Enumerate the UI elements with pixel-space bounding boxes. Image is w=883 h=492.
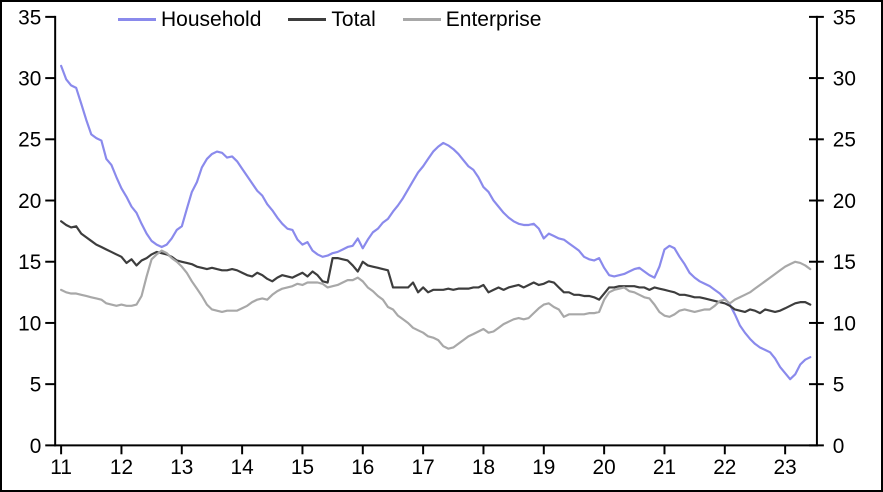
y-axis-right-tick-label: 10 [833, 312, 856, 335]
enterprise-line-swatch-icon [402, 18, 441, 21]
series-lines [60, 64, 812, 381]
series-line-total [60, 220, 812, 315]
x-axis-tick-label: 20 [593, 456, 616, 479]
y-axis-right-tick-label: 25 [833, 129, 856, 152]
legend-item-total: Total [288, 8, 376, 31]
x-axis-tick-label: 17 [412, 456, 435, 479]
x-axis-tick-label: 22 [713, 456, 736, 479]
chart-legend: Household Total Enterprise [118, 9, 541, 30]
y-axis-left-tick-label: 5 [30, 374, 42, 397]
y-axis-right-tick-label: 15 [833, 251, 856, 274]
x-axis-tick-label: 16 [351, 456, 374, 479]
household-line-swatch-icon [118, 18, 156, 21]
series-line-enterprise [60, 249, 812, 350]
axis-tick-labels: 0 0 5 5 10 10 15 15 20 20 25 25 30 30 35 35 11 12 13 14 15 16… [18, 6, 856, 479]
legend-item-enterprise: Enterprise [402, 8, 542, 31]
y-axis-left-tick-label: 15 [18, 251, 41, 274]
y-axis-left-tick-label: 30 [18, 68, 41, 91]
x-axis-tick-label: 23 [774, 456, 797, 479]
series-line-household [60, 64, 812, 381]
legend-label-enterprise: Enterprise [445, 8, 542, 31]
x-axis-tick-label: 12 [110, 456, 133, 479]
x-axis-tick-label: 21 [653, 456, 676, 479]
y-axis-right-tick-label: 5 [833, 374, 845, 397]
x-axis-tick-label: 14 [231, 456, 254, 479]
legend-label-total: Total [331, 8, 376, 31]
x-axis-tick-label: 18 [472, 456, 495, 479]
legend-label-household: Household [161, 8, 262, 31]
y-axis-left-tick-label: 35 [18, 6, 41, 29]
axis-ticks [45, 15, 824, 455]
x-axis-tick-label: 15 [291, 456, 314, 479]
x-axis-tick-label: 11 [50, 456, 72, 479]
y-axis-right-tick-label: 20 [833, 190, 856, 213]
y-axis-right-tick-label: 35 [833, 6, 856, 29]
axes [54, 15, 818, 447]
total-line-swatch-icon [288, 18, 327, 21]
y-axis-right-tick-label: 30 [833, 68, 856, 91]
legend-item-household: Household [118, 9, 261, 30]
y-axis-right-tick-label: 0 [833, 435, 845, 458]
x-axis-tick-label: 13 [170, 456, 193, 479]
y-axis-left-tick-label: 20 [18, 190, 41, 213]
y-axis-left-tick-label: 25 [18, 129, 41, 152]
y-axis-left-tick-label: 10 [18, 312, 41, 335]
x-axis-tick-label: 19 [532, 456, 555, 479]
y-axis-left-tick-label: 0 [30, 435, 42, 458]
